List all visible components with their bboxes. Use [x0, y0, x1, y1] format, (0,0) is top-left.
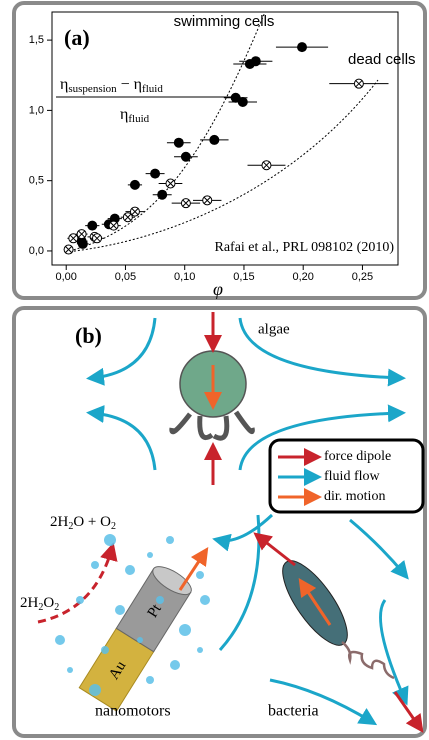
- reaction-arrow: [37, 542, 118, 624]
- y-tick-label: 1,5: [29, 34, 44, 46]
- point: [202, 195, 213, 206]
- x-tick-label: 0,25: [352, 271, 373, 283]
- legend-label: dir. motion: [324, 489, 385, 504]
- panel-label: (b): [75, 323, 102, 348]
- nanomotor: Pt Au: [78, 566, 192, 712]
- legend-label: force dipole: [324, 449, 391, 464]
- label: algae: [258, 321, 290, 337]
- x-tick-label: 0,15: [233, 271, 254, 283]
- flagellum: [341, 641, 395, 680]
- point: [250, 56, 261, 67]
- point-cross: [263, 161, 270, 169]
- point: [353, 78, 364, 89]
- point-cross: [203, 196, 211, 204]
- fit-curve: [65, 11, 266, 253]
- chart: (a) swimming cells dead cells Rafai et a…: [29, 11, 416, 299]
- reactant: 2H2O2: [20, 595, 59, 613]
- label-part: suspension: [68, 83, 117, 95]
- point: [87, 220, 98, 231]
- y-tick-label: 0,0: [29, 245, 44, 257]
- x-tick-label: 0,10: [174, 271, 195, 283]
- x-tick-label: 0,05: [115, 271, 136, 283]
- annotation: swimming cells: [174, 13, 275, 30]
- point-cross: [78, 230, 85, 238]
- point: [150, 168, 161, 179]
- annotation: dead cells: [348, 51, 416, 68]
- label-part: − η: [117, 76, 142, 93]
- point: [261, 160, 272, 171]
- label: bacteria: [268, 703, 319, 720]
- x-tick-label: 0,20: [292, 271, 313, 283]
- label-part: fluid: [142, 83, 163, 95]
- point: [63, 244, 74, 255]
- point: [157, 189, 168, 200]
- flagella: [169, 410, 255, 441]
- point: [122, 212, 133, 223]
- point: [68, 233, 79, 244]
- point-cross: [65, 246, 72, 253]
- y-label-numerator: ηsuspension − ηfluid: [60, 76, 163, 95]
- diagram: (b) algae force dipole fluid flow dir. m…: [20, 312, 425, 733]
- force-arrow: [253, 532, 296, 567]
- point: [209, 134, 220, 145]
- motion-arrow: [298, 578, 332, 626]
- x-tick-label: 0,00: [56, 271, 77, 283]
- point: [92, 233, 103, 244]
- point: [129, 179, 140, 190]
- panel-b-frame: [12, 306, 427, 738]
- annotation: Rafai et al., PRL 098102 (2010): [214, 240, 394, 255]
- point: [180, 198, 191, 209]
- point-cross: [69, 234, 77, 242]
- point-cross: [167, 180, 174, 187]
- point-cross: [124, 213, 132, 221]
- label-part: fluid: [128, 113, 149, 125]
- products: 2H2O + O2: [50, 514, 116, 532]
- point: [237, 96, 248, 107]
- point: [77, 238, 88, 249]
- y-tick-label: 0,5: [29, 175, 44, 187]
- point: [173, 137, 184, 148]
- motion-arrow: [178, 546, 209, 591]
- plot-frame: [51, 11, 399, 266]
- point-cross: [355, 80, 363, 88]
- point-cross: [131, 208, 139, 215]
- label: nanomotors: [95, 703, 171, 720]
- panel-a-frame: [12, 1, 427, 300]
- point: [76, 229, 87, 240]
- point: [108, 220, 119, 231]
- y-tick-label: 1,0: [29, 104, 44, 116]
- point: [297, 42, 308, 53]
- label-part: η: [60, 76, 68, 93]
- point-cross: [110, 222, 117, 229]
- point: [129, 206, 140, 217]
- bubbles: [55, 534, 210, 696]
- point: [165, 178, 176, 189]
- y-label-denominator: ηfluid: [120, 106, 150, 125]
- legend-label: fluid flow: [324, 469, 380, 484]
- force-arrow: [393, 691, 424, 733]
- point: [180, 151, 191, 162]
- label-part: η: [120, 106, 128, 123]
- point-cross: [93, 234, 101, 242]
- panel-label: (a): [64, 25, 90, 50]
- point-cross: [182, 199, 190, 207]
- x-label: φ: [213, 279, 223, 299]
